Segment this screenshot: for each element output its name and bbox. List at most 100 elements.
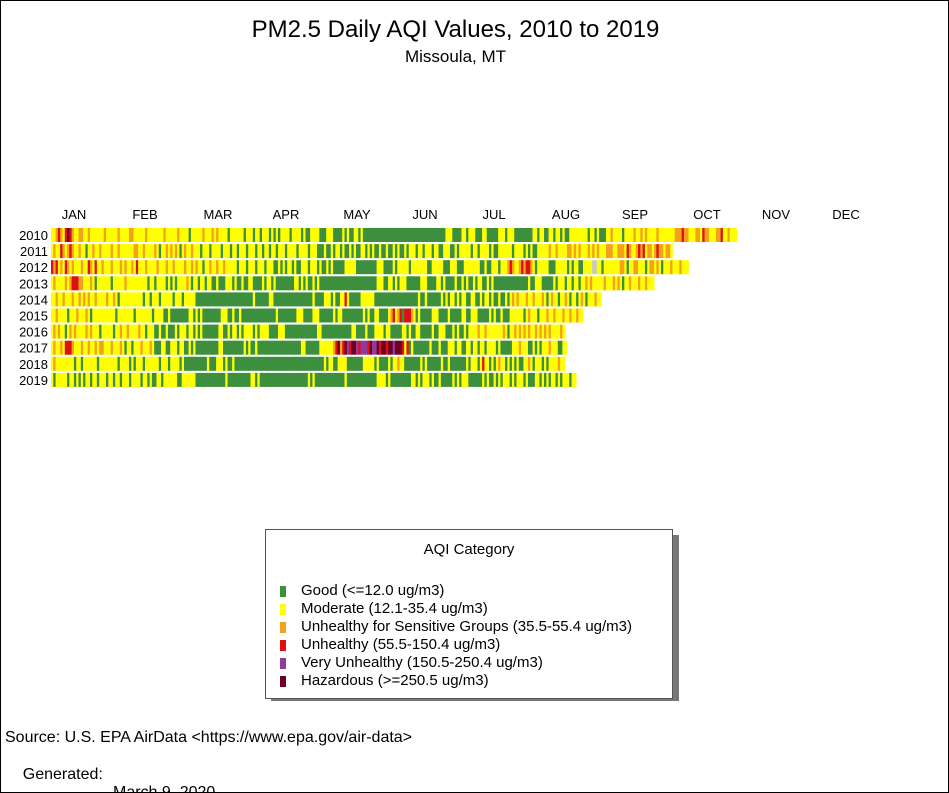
day-cell: [51, 244, 54, 259]
day-cell: [73, 292, 77, 307]
day-cell: [452, 356, 455, 371]
day-cell: [411, 260, 414, 275]
day-cell: [514, 308, 517, 323]
day-cell: [131, 340, 134, 355]
day-cell: [69, 228, 72, 242]
day-cell: [454, 308, 458, 323]
day-cell: [177, 356, 180, 371]
day-cell: [362, 228, 366, 242]
day-cell: [110, 276, 114, 291]
day-cell: [461, 228, 465, 242]
day-cell: [337, 292, 341, 307]
day-cell: [225, 276, 228, 291]
day-cell: [415, 228, 419, 242]
day-cell: [241, 228, 244, 242]
day-cell: [578, 292, 582, 307]
day-cell: [94, 292, 98, 307]
day-cell: [527, 372, 531, 387]
day-cell: [438, 324, 442, 339]
day-cell: [232, 372, 235, 387]
day-cell: [360, 228, 364, 242]
day-cell: [608, 244, 611, 259]
day-cell: [225, 244, 228, 259]
day-cell: [303, 356, 306, 371]
day-cell: [193, 228, 196, 242]
day-cell: [427, 260, 430, 275]
day-cell: [564, 292, 568, 307]
day-cell: [80, 356, 84, 371]
day-cell: [374, 308, 377, 323]
day-cell: [718, 228, 721, 242]
chart-subtitle: Missoula, MT: [404, 47, 507, 66]
day-cell: [511, 228, 515, 242]
day-cell: [94, 340, 98, 355]
day-cell: [544, 292, 547, 307]
day-cell: [64, 324, 68, 339]
day-cell: [369, 292, 373, 307]
day-cell: [546, 260, 549, 275]
day-cell: [213, 340, 217, 355]
day-cell: [317, 356, 320, 371]
day-cell: [257, 324, 261, 339]
day-cell: [566, 276, 570, 291]
day-cell: [450, 276, 453, 291]
day-cell: [353, 308, 357, 323]
day-cell: [101, 324, 105, 339]
day-cell: [424, 340, 428, 355]
day-cell: [305, 260, 309, 275]
day-cell: [626, 228, 630, 242]
day-cell: [374, 292, 377, 307]
day-cell: [165, 308, 169, 323]
day-cell: [378, 324, 382, 339]
day-cell: [145, 292, 148, 307]
day-cell: [475, 244, 478, 259]
day-cell: [119, 356, 123, 371]
day-cell: [638, 276, 641, 291]
day-cell: [555, 308, 559, 323]
day-cell: [326, 324, 329, 339]
day-cell: [330, 372, 334, 387]
day-cell: [117, 356, 121, 371]
day-cell: [78, 356, 82, 371]
day-cell: [291, 244, 295, 259]
day-cell: [96, 340, 100, 355]
day-cell: [443, 292, 446, 307]
day-cell: [211, 260, 215, 275]
day-cell: [271, 244, 274, 259]
day-cell: [321, 228, 325, 242]
day-cell: [73, 356, 77, 371]
day-cell: [268, 340, 272, 355]
day-cell: [216, 292, 219, 307]
day-cell: [193, 276, 196, 291]
day-cell: [319, 324, 322, 339]
day-cell: [227, 244, 231, 259]
day-cell: [193, 372, 196, 387]
day-cell: [250, 228, 254, 242]
day-cell: [167, 244, 171, 259]
day-cell: [505, 244, 508, 259]
day-cell: [477, 308, 481, 323]
day-cell: [330, 260, 334, 275]
day-cell: [408, 260, 412, 275]
day-cell: [294, 340, 297, 355]
day-cell: [346, 244, 350, 259]
day-cell: [374, 244, 377, 259]
day-cell: [555, 356, 559, 371]
day-cell: [433, 292, 437, 307]
day-cell: [252, 340, 256, 355]
day-cell: [534, 340, 538, 355]
day-cell: [461, 324, 465, 339]
day-cell: [452, 260, 455, 275]
day-cell: [266, 244, 270, 259]
day-cell: [498, 260, 501, 275]
day-cell: [85, 324, 89, 339]
day-cell: [142, 356, 146, 371]
day-cell: [222, 292, 226, 307]
day-cell: [177, 292, 180, 307]
day-cell: [521, 372, 524, 387]
day-cell: [195, 260, 199, 275]
day-cell: [232, 308, 235, 323]
day-cell: [186, 308, 189, 323]
day-cell: [200, 260, 203, 275]
